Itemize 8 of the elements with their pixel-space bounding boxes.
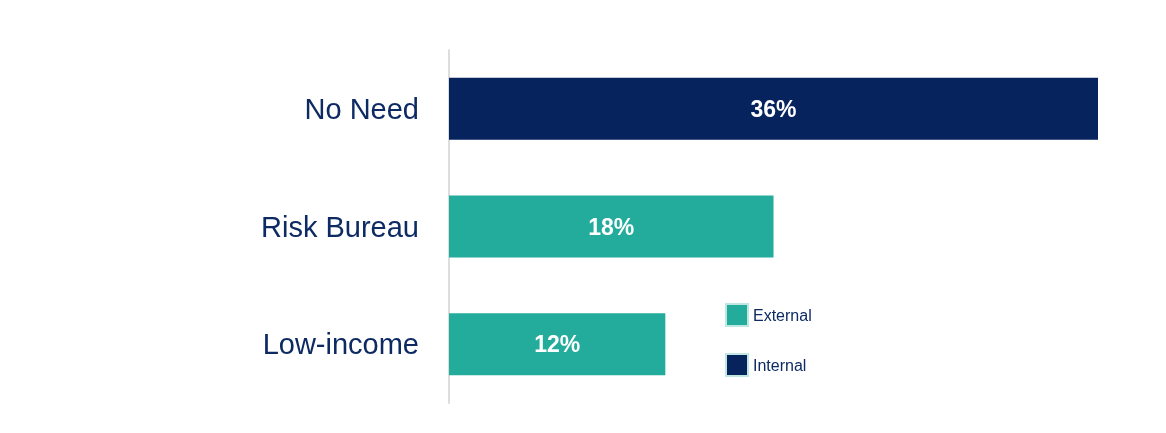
data-label: 18% [588, 213, 635, 240]
y-tick-label: Low-income [262, 328, 419, 361]
y-tick-label: Risk Bureau [261, 210, 419, 243]
y-tick-label: No Need [304, 92, 419, 125]
data-label: 12% [534, 331, 581, 358]
legend-label: Internal [753, 356, 807, 374]
legend-label: External [753, 306, 812, 324]
data-label: 36% [750, 95, 797, 122]
